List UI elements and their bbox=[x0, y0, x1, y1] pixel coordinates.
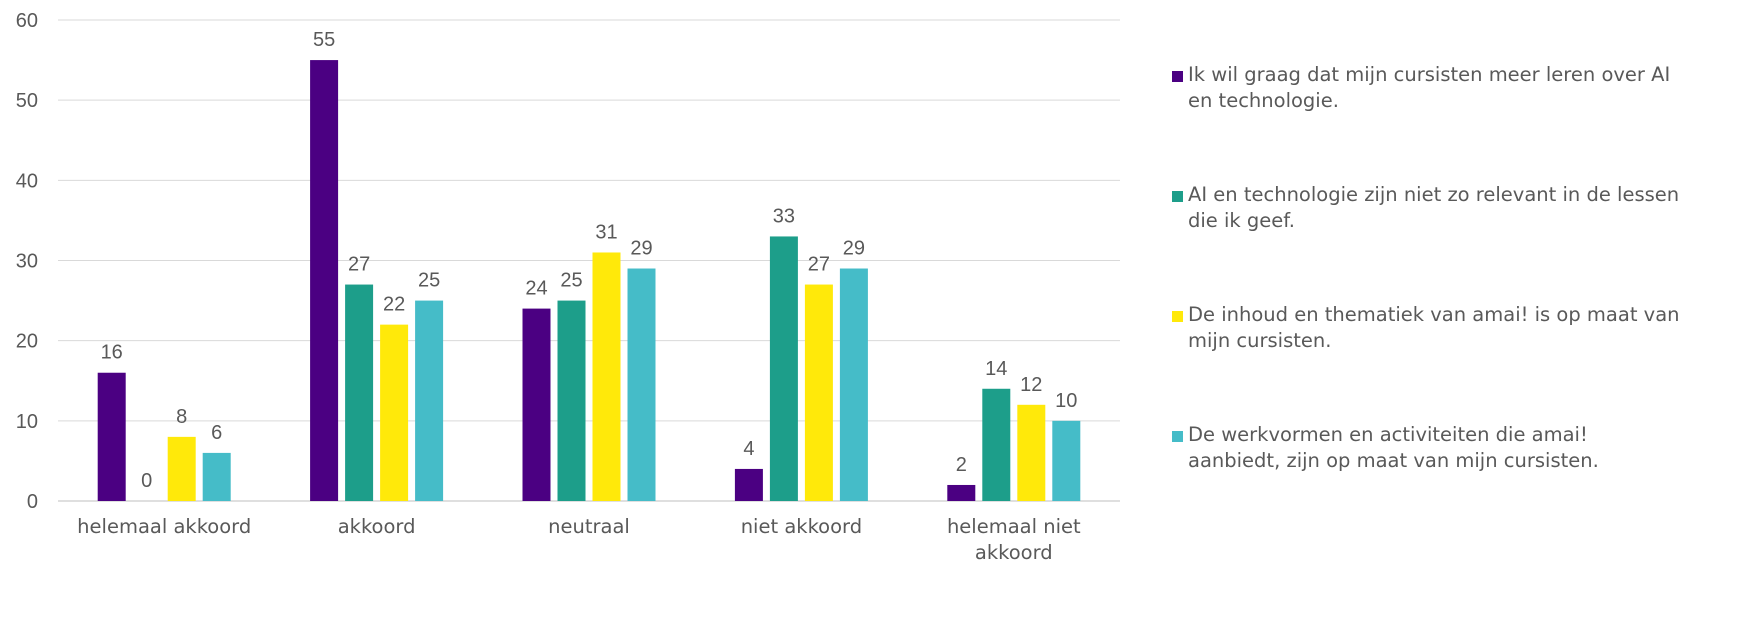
data-label: 14 bbox=[985, 358, 1007, 380]
y-tick-label: 0 bbox=[27, 491, 38, 513]
bar bbox=[804, 284, 833, 501]
x-axis-ticks: helemaal akkoord akkoord neutraal niet akko… bbox=[77, 515, 1081, 564]
data-label: 25 bbox=[418, 270, 440, 292]
bar bbox=[310, 60, 339, 501]
x-tick-label: neutraal bbox=[548, 515, 630, 538]
bar bbox=[202, 452, 231, 501]
y-tick-label: 20 bbox=[16, 331, 38, 353]
legend-label: Ik wil graag dat mijn cursisten meer ler… bbox=[1188, 63, 1671, 112]
data-label: 27 bbox=[808, 254, 830, 276]
data-label: 31 bbox=[595, 221, 617, 243]
bar bbox=[734, 468, 763, 501]
data-label: 6 bbox=[211, 422, 222, 444]
x-tick-label: helemaal niet akkoord bbox=[947, 515, 1081, 564]
x-tick-label: akkoord bbox=[338, 515, 416, 538]
data-label: 4 bbox=[743, 438, 754, 460]
bar bbox=[947, 484, 976, 501]
legend-item: De inhoud en thematiek van amai! is op m… bbox=[1172, 302, 1742, 354]
x-tick-label: helemaal akkoord bbox=[77, 515, 251, 538]
legend-swatch bbox=[1172, 71, 1183, 82]
bar bbox=[592, 252, 621, 501]
data-label: 29 bbox=[843, 238, 865, 260]
bar bbox=[839, 268, 868, 501]
bar bbox=[345, 284, 374, 501]
y-tick-label: 50 bbox=[16, 90, 38, 112]
y-tick-label: 30 bbox=[16, 251, 38, 273]
legend-swatch bbox=[1172, 311, 1183, 322]
data-label: 55 bbox=[313, 29, 335, 51]
bar bbox=[522, 308, 551, 501]
legend-label: De werkvormen en activiteiten die amai! a… bbox=[1188, 423, 1599, 472]
data-label: 25 bbox=[560, 270, 582, 292]
data-label: 24 bbox=[525, 278, 547, 300]
legend-swatch bbox=[1172, 431, 1183, 442]
gridlines bbox=[58, 19, 1120, 502]
y-tick-label: 60 bbox=[16, 10, 38, 32]
data-label: 8 bbox=[176, 406, 187, 428]
bar bbox=[167, 436, 196, 501]
bar bbox=[97, 372, 126, 501]
data-labels: 16 0 8 6 55 27 22 25 24 25 31 29 4 33 27 29 2 14 12 10 bbox=[101, 29, 1078, 492]
legend-label: AI en technologie zijn niet zo relevant … bbox=[1188, 183, 1680, 232]
x-tick-label: niet akkoord bbox=[741, 515, 862, 538]
data-label: 12 bbox=[1020, 374, 1042, 396]
legend-item: Ik wil graag dat mijn cursisten meer ler… bbox=[1172, 62, 1742, 114]
bar bbox=[415, 300, 444, 501]
bar bbox=[557, 300, 586, 501]
y-tick-label: 10 bbox=[16, 411, 38, 433]
bar bbox=[1017, 404, 1046, 501]
data-label: 10 bbox=[1055, 390, 1077, 412]
bar bbox=[627, 268, 656, 501]
legend-item: De werkvormen en activiteiten die amai! a… bbox=[1172, 422, 1742, 474]
bar bbox=[769, 236, 798, 501]
data-label: 0 bbox=[141, 470, 152, 492]
y-axis-ticks: 0 10 20 30 40 50 60 bbox=[16, 10, 38, 513]
y-tick-label: 40 bbox=[16, 170, 38, 192]
legend-label: De inhoud en thematiek van amai! is op m… bbox=[1188, 303, 1680, 352]
bars bbox=[97, 60, 1081, 501]
legend-swatch bbox=[1172, 191, 1183, 202]
data-label: 16 bbox=[101, 342, 123, 364]
bar bbox=[380, 324, 409, 501]
legend-item: AI en technologie zijn niet zo relevant … bbox=[1172, 182, 1742, 234]
data-label: 2 bbox=[956, 454, 967, 476]
data-label: 29 bbox=[630, 238, 652, 260]
data-label: 27 bbox=[348, 254, 370, 276]
data-label: 22 bbox=[383, 294, 405, 316]
bar bbox=[1052, 420, 1081, 501]
data-label: 33 bbox=[773, 205, 795, 227]
bar bbox=[982, 388, 1011, 501]
